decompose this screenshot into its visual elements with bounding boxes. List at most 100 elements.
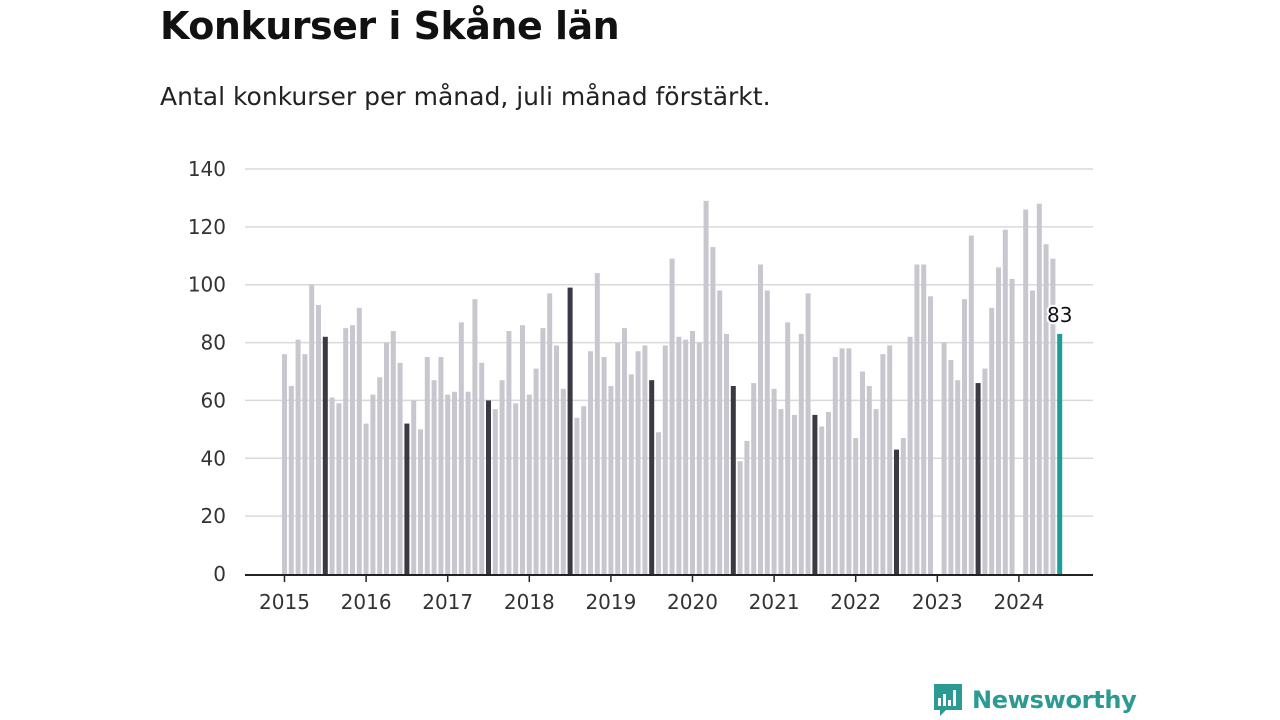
bar bbox=[771, 388, 777, 574]
bar bbox=[390, 331, 396, 574]
bar bbox=[397, 362, 403, 574]
bar bbox=[785, 322, 791, 574]
bar bbox=[526, 394, 532, 574]
y-tick-label: 100 bbox=[188, 273, 226, 297]
bar bbox=[465, 391, 471, 574]
bar bbox=[506, 331, 512, 574]
y-tick-label: 80 bbox=[201, 331, 226, 355]
bar-july bbox=[894, 449, 899, 574]
y-tick-label: 120 bbox=[188, 215, 226, 239]
chart-title: Konkurser i Skåne län bbox=[160, 4, 620, 48]
x-tick-label: 2016 bbox=[341, 590, 392, 614]
bar bbox=[628, 374, 634, 574]
bar bbox=[853, 438, 859, 574]
bar bbox=[996, 267, 1001, 574]
bar bbox=[295, 339, 301, 574]
bar bbox=[635, 351, 641, 574]
latest-value-label: 83 bbox=[1047, 303, 1072, 327]
bar bbox=[560, 388, 566, 574]
bar bbox=[860, 371, 865, 574]
x-tick-label: 2023 bbox=[912, 590, 963, 614]
bar bbox=[343, 328, 349, 574]
x-tick-label: 2024 bbox=[993, 590, 1044, 614]
bar bbox=[282, 354, 287, 574]
bar bbox=[683, 339, 689, 574]
bar bbox=[690, 331, 695, 574]
bar bbox=[764, 290, 770, 574]
bar bbox=[452, 391, 457, 574]
bar bbox=[608, 385, 614, 574]
bar bbox=[751, 383, 757, 574]
bar bbox=[588, 351, 593, 574]
bar-july bbox=[486, 400, 491, 574]
bar bbox=[499, 380, 505, 574]
x-tick-label: 2015 bbox=[259, 590, 310, 614]
bar bbox=[900, 438, 906, 574]
bar bbox=[662, 345, 668, 574]
bar bbox=[866, 385, 872, 574]
bar bbox=[479, 362, 485, 574]
bar bbox=[1050, 258, 1056, 574]
bar bbox=[438, 357, 444, 574]
bar bbox=[458, 322, 464, 574]
bar bbox=[989, 307, 995, 574]
bar bbox=[703, 200, 709, 575]
bar bbox=[554, 345, 559, 574]
y-tick-label: 60 bbox=[201, 388, 226, 412]
bar bbox=[798, 333, 804, 574]
bar-july bbox=[975, 383, 981, 574]
bar bbox=[418, 429, 423, 574]
bar bbox=[316, 304, 321, 574]
y-axis-tick-labels: 0 20 40 60 80 100 120 140 bbox=[188, 157, 226, 586]
bar bbox=[880, 354, 886, 574]
bar bbox=[717, 290, 723, 574]
x-axis bbox=[245, 574, 1093, 582]
annotations: 83 bbox=[1045, 301, 1074, 329]
bar bbox=[792, 414, 797, 574]
bar bbox=[370, 394, 376, 574]
bar bbox=[826, 412, 831, 574]
bar bbox=[329, 397, 335, 574]
bar bbox=[1043, 244, 1049, 574]
y-tick-label: 140 bbox=[188, 157, 226, 181]
bar bbox=[615, 342, 621, 574]
bar bbox=[758, 264, 763, 574]
bar-july bbox=[404, 423, 410, 574]
bar bbox=[513, 403, 519, 574]
bar bbox=[356, 307, 362, 574]
bar bbox=[431, 380, 437, 574]
bar bbox=[832, 357, 838, 574]
bar bbox=[968, 235, 974, 575]
bar bbox=[737, 461, 743, 574]
bar bbox=[907, 336, 913, 574]
bar bbox=[288, 385, 294, 574]
x-axis-tick-labels: 2015 2016 2017 2018 2019 2020 2021 2022 2023 2024 bbox=[259, 590, 1044, 614]
bar bbox=[887, 345, 893, 574]
x-tick-label: 2022 bbox=[830, 590, 881, 614]
bar bbox=[839, 348, 845, 574]
bar bbox=[846, 348, 852, 574]
bar bbox=[1002, 229, 1008, 574]
x-tick-label: 2021 bbox=[749, 590, 800, 614]
bar-july bbox=[567, 287, 573, 574]
bar-july bbox=[812, 414, 818, 574]
bar bbox=[676, 336, 682, 574]
bar bbox=[744, 440, 750, 574]
newsworthy-icon bbox=[934, 684, 962, 716]
bar bbox=[492, 409, 498, 574]
bar bbox=[377, 377, 383, 574]
bar bbox=[472, 299, 478, 574]
bar bbox=[1036, 203, 1042, 574]
bar bbox=[948, 359, 954, 574]
bar bbox=[594, 273, 600, 574]
bar bbox=[805, 293, 811, 574]
bar bbox=[928, 296, 933, 574]
bar bbox=[547, 293, 553, 574]
bars bbox=[282, 200, 1063, 575]
bar bbox=[336, 403, 342, 574]
brand-name: Newsworthy bbox=[972, 686, 1137, 714]
x-tick-label: 2020 bbox=[667, 590, 718, 614]
bar bbox=[656, 432, 661, 574]
bar bbox=[581, 406, 587, 574]
